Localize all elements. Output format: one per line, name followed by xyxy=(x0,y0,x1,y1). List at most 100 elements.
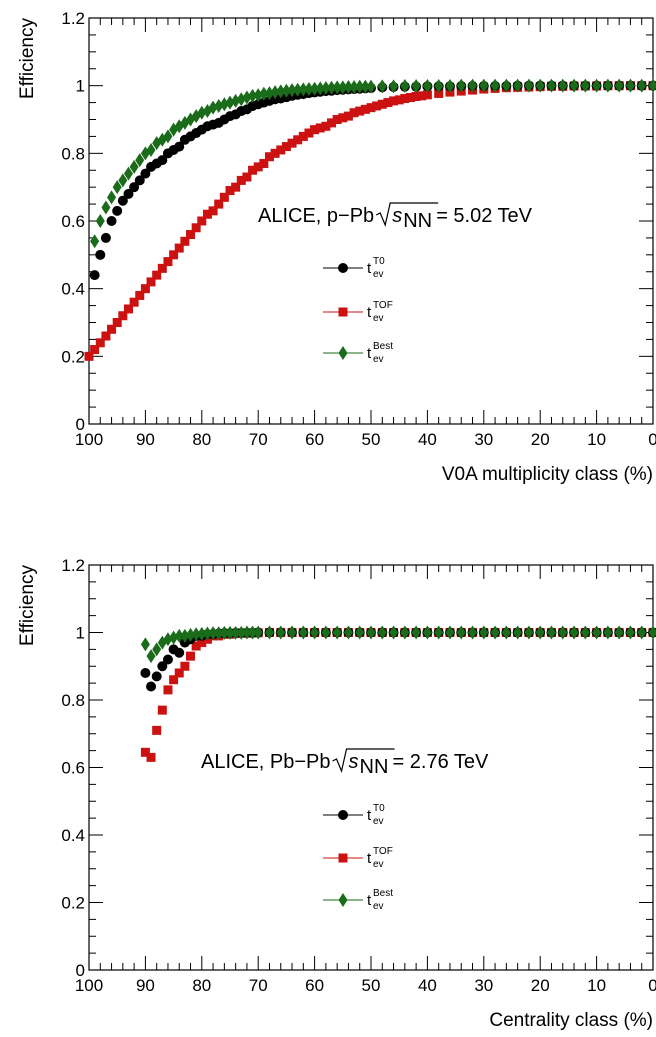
data-point xyxy=(90,345,100,355)
data-point xyxy=(304,128,314,138)
data-point xyxy=(163,129,173,144)
x-tick-label: 0 xyxy=(648,430,656,449)
data-point xyxy=(163,685,173,695)
data-point xyxy=(197,105,207,120)
y-tick-label: 1.2 xyxy=(61,556,85,575)
data-point xyxy=(174,141,185,152)
data-point xyxy=(264,625,274,640)
data-point xyxy=(174,628,184,643)
x-tick-label: 70 xyxy=(249,430,268,449)
data-point xyxy=(343,111,353,121)
x-tick-label: 90 xyxy=(136,430,155,449)
y-axis-title: Efficiency xyxy=(17,18,38,99)
data-point xyxy=(377,99,387,109)
data-point xyxy=(219,625,229,640)
data-point xyxy=(174,243,184,253)
data-point xyxy=(377,625,387,640)
sqrt-sign xyxy=(375,202,439,227)
data-point xyxy=(276,145,286,155)
data-point xyxy=(310,81,320,96)
data-point xyxy=(366,79,376,94)
annotation-subscript: NN xyxy=(360,756,389,778)
data-point xyxy=(366,625,376,640)
data-point xyxy=(123,166,133,181)
annotation-sqrt-symbol: s xyxy=(392,205,402,227)
y-tick-label: 1 xyxy=(76,624,85,643)
legend-marker xyxy=(338,893,348,907)
data-point xyxy=(411,91,421,101)
data-point xyxy=(513,625,523,640)
data-point xyxy=(270,85,280,100)
data-point xyxy=(389,79,399,94)
data-point xyxy=(208,100,218,115)
data-point xyxy=(214,626,224,641)
data-point xyxy=(248,165,258,175)
data-point xyxy=(236,175,246,185)
data-point xyxy=(592,625,602,640)
data-point xyxy=(360,79,370,94)
data-point xyxy=(186,651,196,661)
data-point xyxy=(157,705,167,715)
y-tick-label: 0.8 xyxy=(61,691,85,710)
data-point xyxy=(163,257,173,267)
data-point xyxy=(524,625,534,640)
y-tick-label: 0 xyxy=(76,961,85,980)
x-tick-label: 60 xyxy=(305,976,324,995)
data-point xyxy=(197,638,207,648)
data-point xyxy=(355,79,365,94)
data-point xyxy=(231,625,241,640)
data-point xyxy=(343,80,353,95)
data-point xyxy=(434,88,444,98)
data-point xyxy=(535,625,545,640)
data-point xyxy=(140,747,150,757)
data-point xyxy=(146,681,157,692)
data-point xyxy=(648,78,656,93)
data-point xyxy=(95,214,105,228)
data-point xyxy=(270,148,280,158)
y-axis-title: Efficiency xyxy=(17,565,38,646)
x-tick-label: 70 xyxy=(249,976,268,995)
legend-label-sup: TOF xyxy=(373,300,393,311)
data-point xyxy=(490,625,500,640)
data-point xyxy=(95,249,106,260)
data-point xyxy=(191,641,201,651)
data-point xyxy=(287,83,297,98)
data-point xyxy=(569,625,579,640)
chart-panel-2: 100 90 80 70 60 50 40 30 20 10 000.20.40.60.811.2C… xyxy=(17,556,656,1031)
data-point xyxy=(580,625,590,640)
data-point xyxy=(501,78,511,93)
data-point xyxy=(389,96,399,106)
data-point xyxy=(298,131,308,141)
x-tick-label: 30 xyxy=(474,430,493,449)
x-tick-label: 40 xyxy=(418,976,437,995)
y-tick-label: 0.6 xyxy=(61,212,85,231)
y-tick-label: 0 xyxy=(76,415,85,434)
data-point xyxy=(225,95,235,110)
series-best xyxy=(90,78,656,249)
y-tick-label: 1.2 xyxy=(61,9,85,28)
data-point xyxy=(163,632,173,647)
data-point xyxy=(253,88,263,103)
data-point xyxy=(107,324,117,334)
data-point xyxy=(281,142,291,152)
legend-label-sub: ev xyxy=(373,313,384,324)
data-point xyxy=(107,190,117,205)
data-point xyxy=(304,82,314,97)
data-point xyxy=(225,186,235,196)
data-point xyxy=(332,115,342,124)
legend-entry-best: t Best ev xyxy=(323,888,393,912)
data-point xyxy=(327,118,337,128)
data-point xyxy=(208,626,218,641)
data-point xyxy=(100,232,111,243)
data-point xyxy=(264,152,274,162)
data-point xyxy=(321,81,331,96)
data-point xyxy=(569,78,579,93)
x-tick-label: 20 xyxy=(531,976,550,995)
data-point xyxy=(614,625,624,640)
data-point xyxy=(389,625,399,640)
data-point xyxy=(456,78,466,93)
data-point xyxy=(315,81,325,96)
data-point xyxy=(372,101,382,111)
data-point xyxy=(625,625,635,640)
